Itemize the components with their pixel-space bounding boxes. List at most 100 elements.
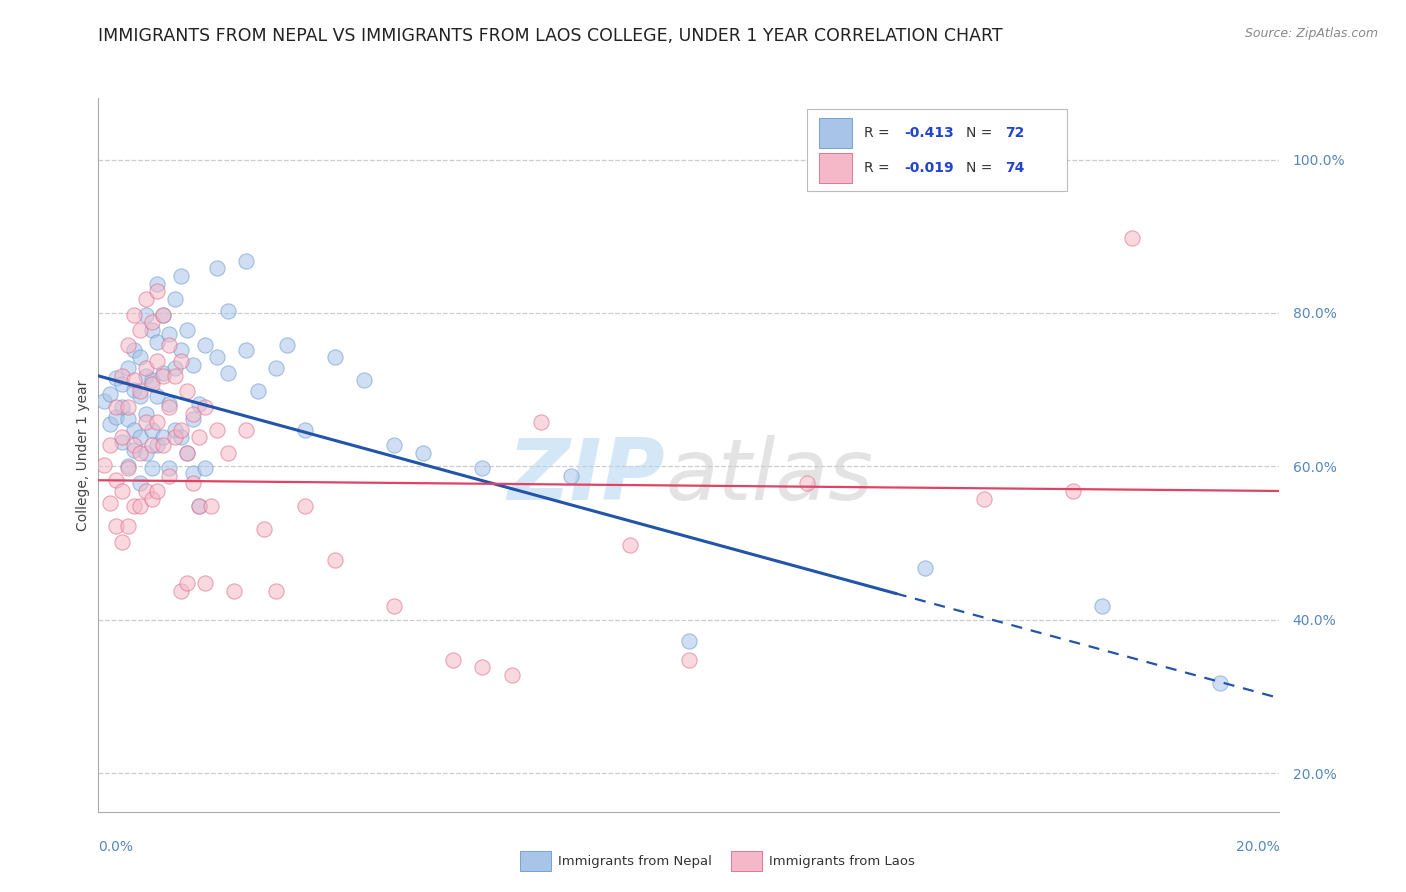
Point [105,409,128,424]
Point [235,423,257,437]
Point [135,445,157,459]
Text: atlas: atlas [665,434,873,518]
Point [973,491,995,506]
Point [98,417,121,432]
Point [246,384,269,399]
Point [122,500,145,514]
Point [170,430,193,444]
Point [205,261,228,276]
Point [678,634,700,648]
Point [122,343,145,357]
Point [181,358,204,372]
Point [128,351,150,365]
Text: 74: 74 [1005,161,1025,175]
Point [122,438,145,452]
Point [146,335,169,350]
Point [128,323,150,337]
Point [170,583,193,598]
Point [412,445,434,459]
Point [235,343,257,357]
Point [141,315,163,329]
Point [117,458,139,473]
Point [111,434,134,449]
Point [1091,599,1114,613]
Point [276,338,298,352]
Point [205,423,228,437]
Point [128,476,150,491]
Point [135,292,157,306]
Point [187,430,209,444]
Text: -0.019: -0.019 [904,161,953,175]
Point [152,308,174,322]
Point [217,445,239,459]
Text: -0.413: -0.413 [904,127,953,140]
Text: 20.0%: 20.0% [1236,840,1279,855]
Point [111,368,134,383]
Point [117,461,139,475]
Point [141,374,163,388]
Text: 0.0%: 0.0% [98,840,134,855]
Point [530,415,553,429]
Point [165,423,187,437]
Point [353,374,375,388]
Point [111,483,134,498]
Point [176,445,198,459]
Point [111,400,134,414]
Point [471,461,494,475]
Text: N =: N = [966,161,997,175]
Point [141,461,163,475]
Text: Source: ZipAtlas.com: Source: ZipAtlas.com [1244,27,1378,40]
Point [170,269,193,284]
Point [176,384,198,399]
Point [382,599,405,613]
Point [122,308,145,322]
Point [117,338,139,352]
Point [141,423,163,437]
Point [152,438,174,452]
Point [323,553,346,567]
Point [122,423,145,437]
Point [294,423,316,437]
Point [165,292,187,306]
Point [170,343,193,357]
Point [122,442,145,457]
Point [187,500,209,514]
Point [170,353,193,368]
Point [181,412,204,426]
Point [135,368,157,383]
Point [146,438,169,452]
Point [128,445,150,459]
Point [264,583,287,598]
Point [187,396,209,410]
Point [146,415,169,429]
Point [170,423,193,437]
Point [157,461,180,475]
Point [146,353,169,368]
Point [165,361,187,376]
FancyBboxPatch shape [818,153,852,183]
Y-axis label: College, Under 1 year: College, Under 1 year [76,379,90,531]
Point [146,285,169,299]
Point [135,415,157,429]
Point [165,430,187,444]
Point [157,327,180,342]
Point [176,445,198,459]
Point [152,430,174,444]
Point [111,376,134,391]
Point [217,304,239,318]
Point [217,366,239,380]
Point [152,308,174,322]
Point [471,660,494,674]
Point [135,407,157,421]
Point [253,522,276,536]
Point [141,491,163,506]
Point [914,560,936,574]
Point [165,368,187,383]
Point [157,468,180,483]
Point [135,308,157,322]
Point [157,396,180,410]
Point [117,519,139,533]
Text: 72: 72 [1005,127,1025,140]
FancyBboxPatch shape [807,109,1067,191]
Point [122,374,145,388]
